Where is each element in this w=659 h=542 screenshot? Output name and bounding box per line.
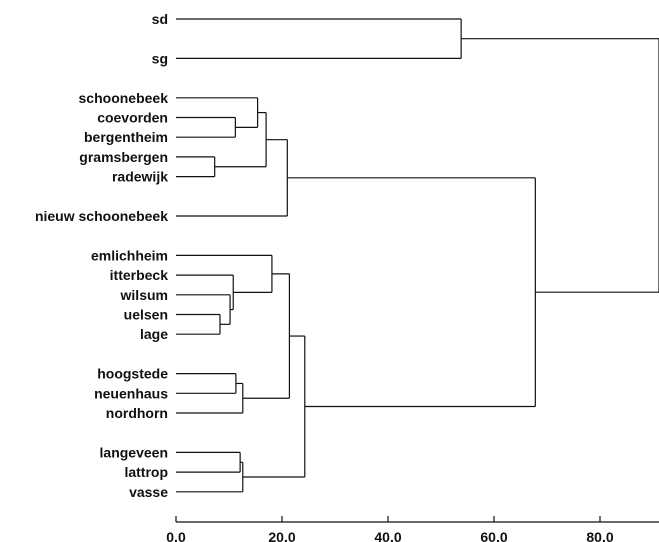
leaf-label-sd: sd	[152, 11, 168, 27]
leaf-labels: sd sg schoonebeek coevorden bergentheim grams…	[35, 11, 168, 500]
x-tick-label-2: 40.0	[374, 529, 401, 542]
leaf-label-emlichheim: emlichheim	[91, 247, 168, 263]
leaf-label-bergentheim: bergentheim	[84, 129, 168, 145]
leaf-label-lage: lage	[140, 326, 168, 342]
leaf-label-nieuw-schoonebeek: nieuw schoonebeek	[35, 208, 168, 224]
leaf-label-hoogstede: hoogstede	[97, 366, 168, 382]
leaf-label-lattrop: lattrop	[124, 464, 168, 480]
leaf-label-itterbeck: itterbeck	[110, 267, 169, 283]
leaf-label-coevorden: coevorden	[97, 110, 168, 126]
leaf-label-vasse: vasse	[129, 484, 168, 500]
x-tick-label-0: 0.0	[166, 529, 186, 542]
x-tick-label-1: 20.0	[268, 529, 295, 542]
leaf-label-uelsen: uelsen	[124, 307, 168, 323]
leaf-label-schoonebeek: schoonebeek	[79, 90, 169, 106]
dendrogram-links	[176, 18, 659, 493]
leaf-label-nordhorn: nordhorn	[106, 405, 168, 421]
leaf-label-neuenhaus: neuenhaus	[94, 385, 168, 401]
leaf-label-radewijk: radewijk	[112, 169, 168, 185]
leaf-label-gramsbergen: gramsbergen	[79, 149, 168, 165]
leaf-label-sg: sg	[152, 50, 168, 66]
x-tick-label-4: 80.0	[586, 529, 613, 542]
x-tick-label-3: 60.0	[480, 529, 507, 542]
leaf-label-wilsum: wilsum	[120, 287, 168, 303]
x-axis: 0.0 20.0 40.0 60.0 80.0	[166, 516, 659, 542]
leaf-label-langeveen: langeveen	[100, 444, 168, 460]
